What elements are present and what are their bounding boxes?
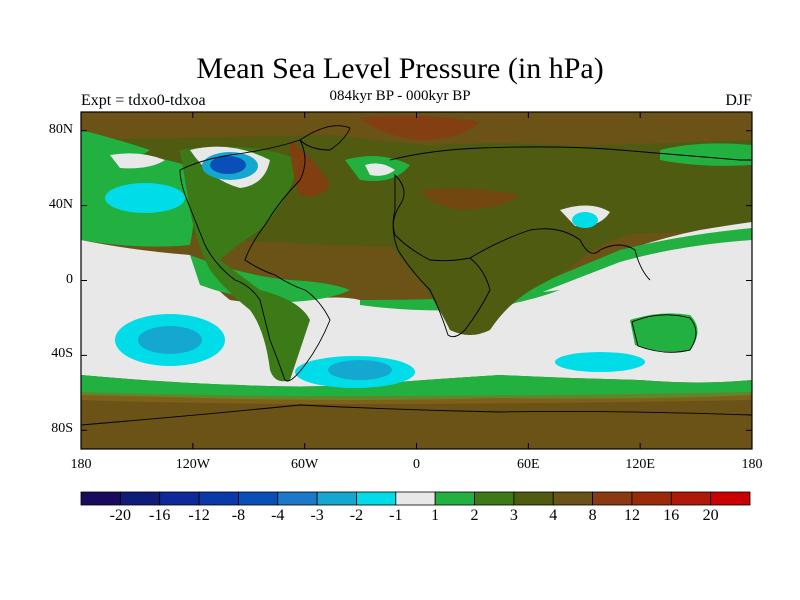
x-tick-label: 180 [70, 457, 92, 472]
colorbar-label: 3 [509, 507, 518, 524]
colorbar-swatch [592, 491, 633, 506]
x-tick-label: 120W [175, 457, 210, 472]
colorbar-swatch [474, 491, 515, 506]
americas-field [180, 146, 310, 382]
x-tick-label: 60W [291, 457, 319, 472]
colorbar-swatch [513, 491, 554, 506]
north-atlantic-high [290, 140, 330, 197]
tick-marks [80, 112, 753, 449]
colorbar [80, 491, 751, 506]
colorbar-label: 1 [431, 507, 440, 524]
colorbar-label: 12 [623, 507, 640, 524]
colorbar-swatch [80, 491, 121, 506]
colorbar-label: 4 [549, 507, 558, 524]
tropical-neutral-band [81, 222, 752, 387]
colorbar-swatch [159, 491, 200, 506]
colorbar-label: 20 [702, 507, 719, 524]
colorbar-label: 8 [588, 507, 597, 524]
colorbar-swatch [316, 491, 357, 506]
colorbar-label: -2 [349, 507, 364, 524]
colorbar-swatch [710, 491, 751, 506]
colorbar-swatch [670, 491, 712, 506]
x-tick-label: 60E [517, 457, 540, 472]
southern-ocean-green [81, 375, 752, 400]
colorbar-swatch [395, 491, 436, 506]
colorbar-label: -4 [271, 507, 285, 524]
colorbar-label: -1 [389, 507, 403, 524]
colorbar-swatch [277, 491, 318, 506]
plot-title: Mean Sea Level Pressure (in hPa) [196, 52, 604, 85]
colorbar-swatch [119, 491, 161, 506]
season-label: DJF [725, 92, 752, 109]
colorbar-label: -20 [109, 507, 131, 524]
y-tick-label: 80N [48, 121, 73, 137]
y-tick-label: 0 [66, 271, 73, 287]
colorbar-label: -3 [310, 507, 324, 524]
colorbar-swatch [198, 491, 239, 506]
south-indian-low [555, 352, 645, 372]
colorbar-swatch [434, 491, 475, 506]
australia-green [630, 313, 698, 352]
colorbar-label: -12 [188, 507, 210, 524]
north-pacific-low [105, 183, 185, 213]
colorbar-swatch [356, 491, 397, 506]
colorbar-label: -16 [149, 507, 171, 524]
colorbar-label: 16 [663, 507, 680, 524]
x-tick-label: 120E [625, 457, 655, 472]
colorbar-swatch [552, 491, 593, 506]
y-tick-label: 40N [48, 196, 73, 212]
plot-subtitle: 084kyr BP - 000kyr BP [329, 88, 471, 104]
experiment-label: Expt = tdxo0-tdxoa [81, 92, 206, 109]
coastlines [81, 125, 752, 426]
colorbar-label: 2 [470, 507, 479, 524]
colorbar-swatch [238, 491, 279, 506]
x-tick-label: 180 [741, 457, 763, 472]
colorbar-label: -8 [231, 507, 246, 524]
colorbar-swatch [631, 491, 672, 506]
y-tick-label: 80S [51, 421, 73, 437]
pressure-field [81, 112, 752, 449]
x-tick-label: 0 [413, 457, 420, 472]
y-tick-label: 40S [51, 346, 73, 362]
